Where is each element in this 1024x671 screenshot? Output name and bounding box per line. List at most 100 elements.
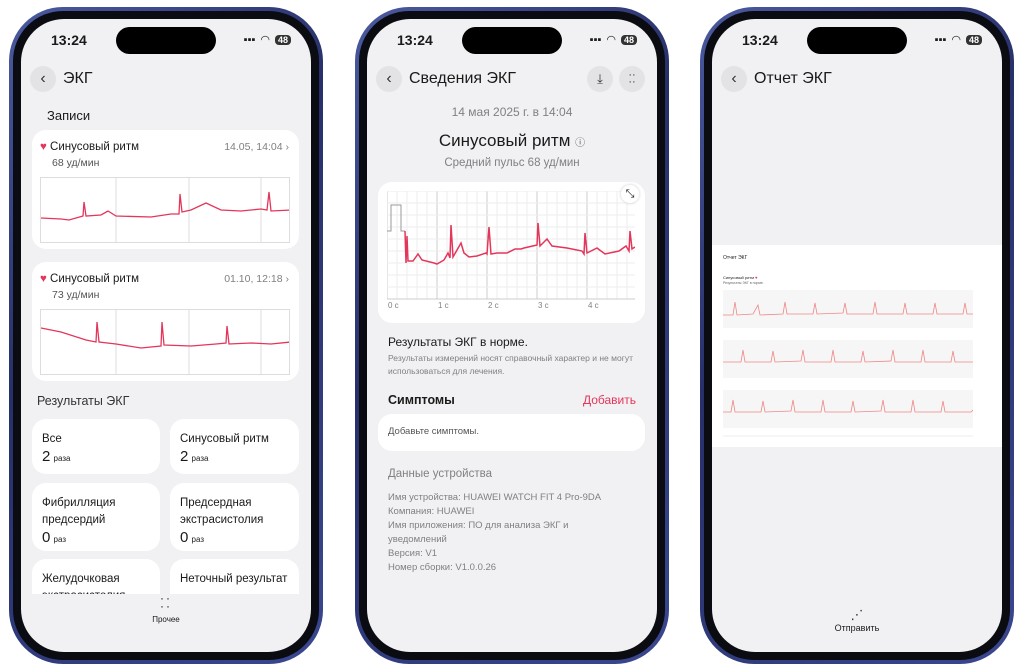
record-bpm: 73 уд/мин (52, 289, 100, 301)
status-icons: ▪▪▪ ◠ 48 (935, 33, 982, 46)
disclaimer: Результаты измерений носят справочный ха… (388, 353, 633, 376)
axis-tick: 0 с (388, 301, 399, 310)
avg-pulse: Средний пульс 68 уд/мин (444, 157, 580, 169)
tile-label: Предсердная экстрасистолия (180, 497, 264, 526)
ecg-thumbnail (40, 309, 290, 375)
report-result: Результаты ЭКГ в норме. (723, 281, 764, 285)
device-header: Данные устройства (388, 468, 492, 480)
record-datetime: 14.05, 14:04 (224, 141, 283, 153)
back-button[interactable]: ‹ (721, 66, 747, 92)
rhythm-title: Синусовый ритм (438, 131, 571, 150)
signal-icon: ▪▪▪ (589, 33, 602, 46)
axis-tick: 2 с (488, 301, 499, 310)
phone-ecg-list: 13:24 ▪▪▪ ◠ 48 ‹ ЭКГ Записи ♥ Синусовый ри… (9, 7, 323, 664)
page-title: Отчет ЭКГ (754, 70, 832, 87)
symptoms-placeholder: Добавьте симптомы. (388, 426, 480, 437)
results-header: Результаты ЭКГ (37, 394, 130, 408)
dynamic-island (116, 27, 216, 54)
expand-icon: ⤡ (625, 188, 635, 200)
wifi-icon: ◠ (260, 34, 270, 46)
axis-tick: 4 с (588, 301, 599, 310)
status-icons: ▪▪▪ ◠ 48 (590, 33, 637, 46)
result-tile-all[interactable]: Все 2 раза (32, 419, 160, 474)
device-info: Имя устройства: HUAWEI WATCH FIT 4 Pro-9… (388, 491, 628, 575)
screen: 13:24 ▪▪▪ ◠ 48 ‹ Сведения ЭКГ ⤓ ·· ·· 14 ма… (367, 19, 657, 652)
back-button[interactable]: ‹ (376, 66, 402, 92)
symptoms-header: Симптомы (388, 393, 455, 407)
wifi-icon: ◠ (606, 34, 616, 46)
screen: 13:24 ▪▪▪ ◠ 48 ‹ Отчет ЭКГ Отчет ЭКГ Синус… (712, 19, 1002, 652)
result-tile-pvc[interactable]: Желудочковая экстрасистолия (32, 559, 160, 594)
records-header: Записи (47, 108, 91, 123)
chevron-left-icon: ‹ (731, 70, 737, 87)
device-version: Версия: V1 (388, 548, 438, 559)
status-time: 13:24 (51, 32, 87, 48)
dynamic-island (462, 27, 562, 54)
result-title: Результаты ЭКГ в норме. (388, 335, 528, 349)
battery-icon: 48 (620, 34, 637, 45)
ecg-chart-card: 0 с 1 с 2 с 3 с 4 с ⤡ (378, 182, 645, 323)
result-tile-inconclusive[interactable]: Неточный результат (170, 559, 299, 594)
result-tile-afib[interactable]: Фибрилляция предсердий 0 раз (32, 483, 160, 551)
tile-label: Все (42, 433, 62, 445)
add-symptoms-button[interactable]: Добавить (582, 393, 636, 407)
info-icon[interactable]: ⓘ (575, 138, 586, 149)
battery-icon: 48 (965, 34, 982, 45)
tile-label: Неточный результат (180, 573, 288, 585)
device-name: Имя устройства: HUAWEI WATCH FIT 4 Pro-9… (388, 492, 602, 503)
record-label: Синусовый ритм (50, 141, 139, 153)
record-bpm: 68 уд/мин (52, 157, 100, 169)
chevron-left-icon: ‹ (386, 70, 392, 87)
tile-count: 0 (180, 529, 189, 546)
result-tile-pac[interactable]: Предсердная экстрасистолия 0 раз (170, 483, 299, 551)
wifi-icon: ◠ (951, 34, 961, 46)
symptoms-field[interactable]: Добавьте симптомы. (378, 414, 645, 451)
more-icon: ·· ·· (160, 591, 172, 613)
send-button[interactable]: ⋰ Отправить (712, 607, 1002, 633)
tile-label: Фибрилляция предсердий (42, 497, 116, 526)
battery-icon: 48 (274, 34, 291, 45)
tile-count: 2 (42, 448, 51, 465)
chevron-left-icon: ‹ (40, 70, 46, 87)
chevron-right-icon: › (285, 273, 290, 285)
axis-tick: 3 с (538, 301, 549, 310)
signal-icon: ▪▪▪ (934, 33, 947, 46)
report-title: Отчет ЭКГ (723, 255, 748, 261)
heart-icon: ♥ (755, 275, 758, 280)
axis-tick: 1 с (438, 301, 449, 310)
phone-ecg-report: 13:24 ▪▪▪ ◠ 48 ‹ Отчет ЭКГ Отчет ЭКГ Синус… (700, 7, 1014, 664)
more-icon: ·· ·· (628, 69, 636, 88)
tile-unit: раз (53, 535, 67, 544)
record-date: 14 мая 2025 г. в 14:04 (451, 105, 573, 119)
back-button[interactable]: ‹ (30, 66, 56, 92)
tile-unit: раза (53, 454, 71, 463)
ecg-chart (387, 191, 635, 300)
tile-unit: раза (191, 454, 209, 463)
more-button[interactable]: ·· ·· Прочее (21, 591, 311, 624)
send-label: Отправить (834, 623, 880, 633)
ecg-thumbnail (40, 177, 290, 243)
record-card[interactable]: ♥ Синусовый ритм 14.05, 14:04 › 68 уд/ми… (32, 130, 299, 249)
record-label: Синусовый ритм (50, 273, 139, 285)
tile-unit: раз (191, 535, 205, 544)
device-app: Имя приложения: ПО для анализа ЭКГ и уве… (388, 520, 569, 545)
more-label: Прочее (152, 615, 180, 624)
device-company: Компания: HUAWEI (388, 506, 475, 517)
tile-count: 2 (180, 448, 189, 465)
heart-icon: ♥ (40, 141, 47, 153)
status-icons: ▪▪▪ ◠ 48 (244, 33, 291, 46)
signal-icon: ▪▪▪ (243, 33, 256, 46)
result-tile-sinus[interactable]: Синусовый ритм 2 раза (170, 419, 299, 474)
report-preview[interactable]: Отчет ЭКГ Синусовый ритм ♥ Результаты ЭК… (712, 245, 1002, 447)
status-time: 13:24 (742, 32, 778, 48)
dynamic-island (807, 27, 907, 54)
download-button[interactable]: ⤓ (587, 66, 613, 92)
download-icon: ⤓ (597, 71, 603, 86)
more-button[interactable]: ·· ·· (619, 66, 645, 92)
record-card[interactable]: ♥ Синусовый ритм 01.10, 12:18 › 73 уд/ми… (32, 262, 299, 381)
tile-label: Синусовый ритм (180, 433, 269, 445)
screen: 13:24 ▪▪▪ ◠ 48 ‹ ЭКГ Записи ♥ Синусовый ри… (21, 19, 311, 652)
device-build: Номер сборки: V1.0.0.26 (388, 562, 497, 573)
expand-button[interactable]: ⤡ (621, 185, 639, 203)
share-icon: ⋰ (850, 607, 864, 622)
